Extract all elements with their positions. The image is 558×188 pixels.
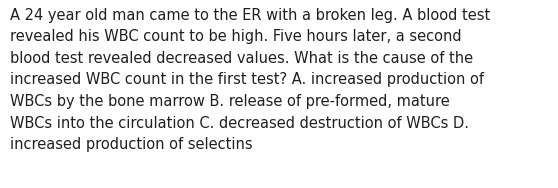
Text: A 24 year old man came to the ER with a broken leg. A blood test
revealed his WB: A 24 year old man came to the ER with a … — [10, 8, 490, 152]
